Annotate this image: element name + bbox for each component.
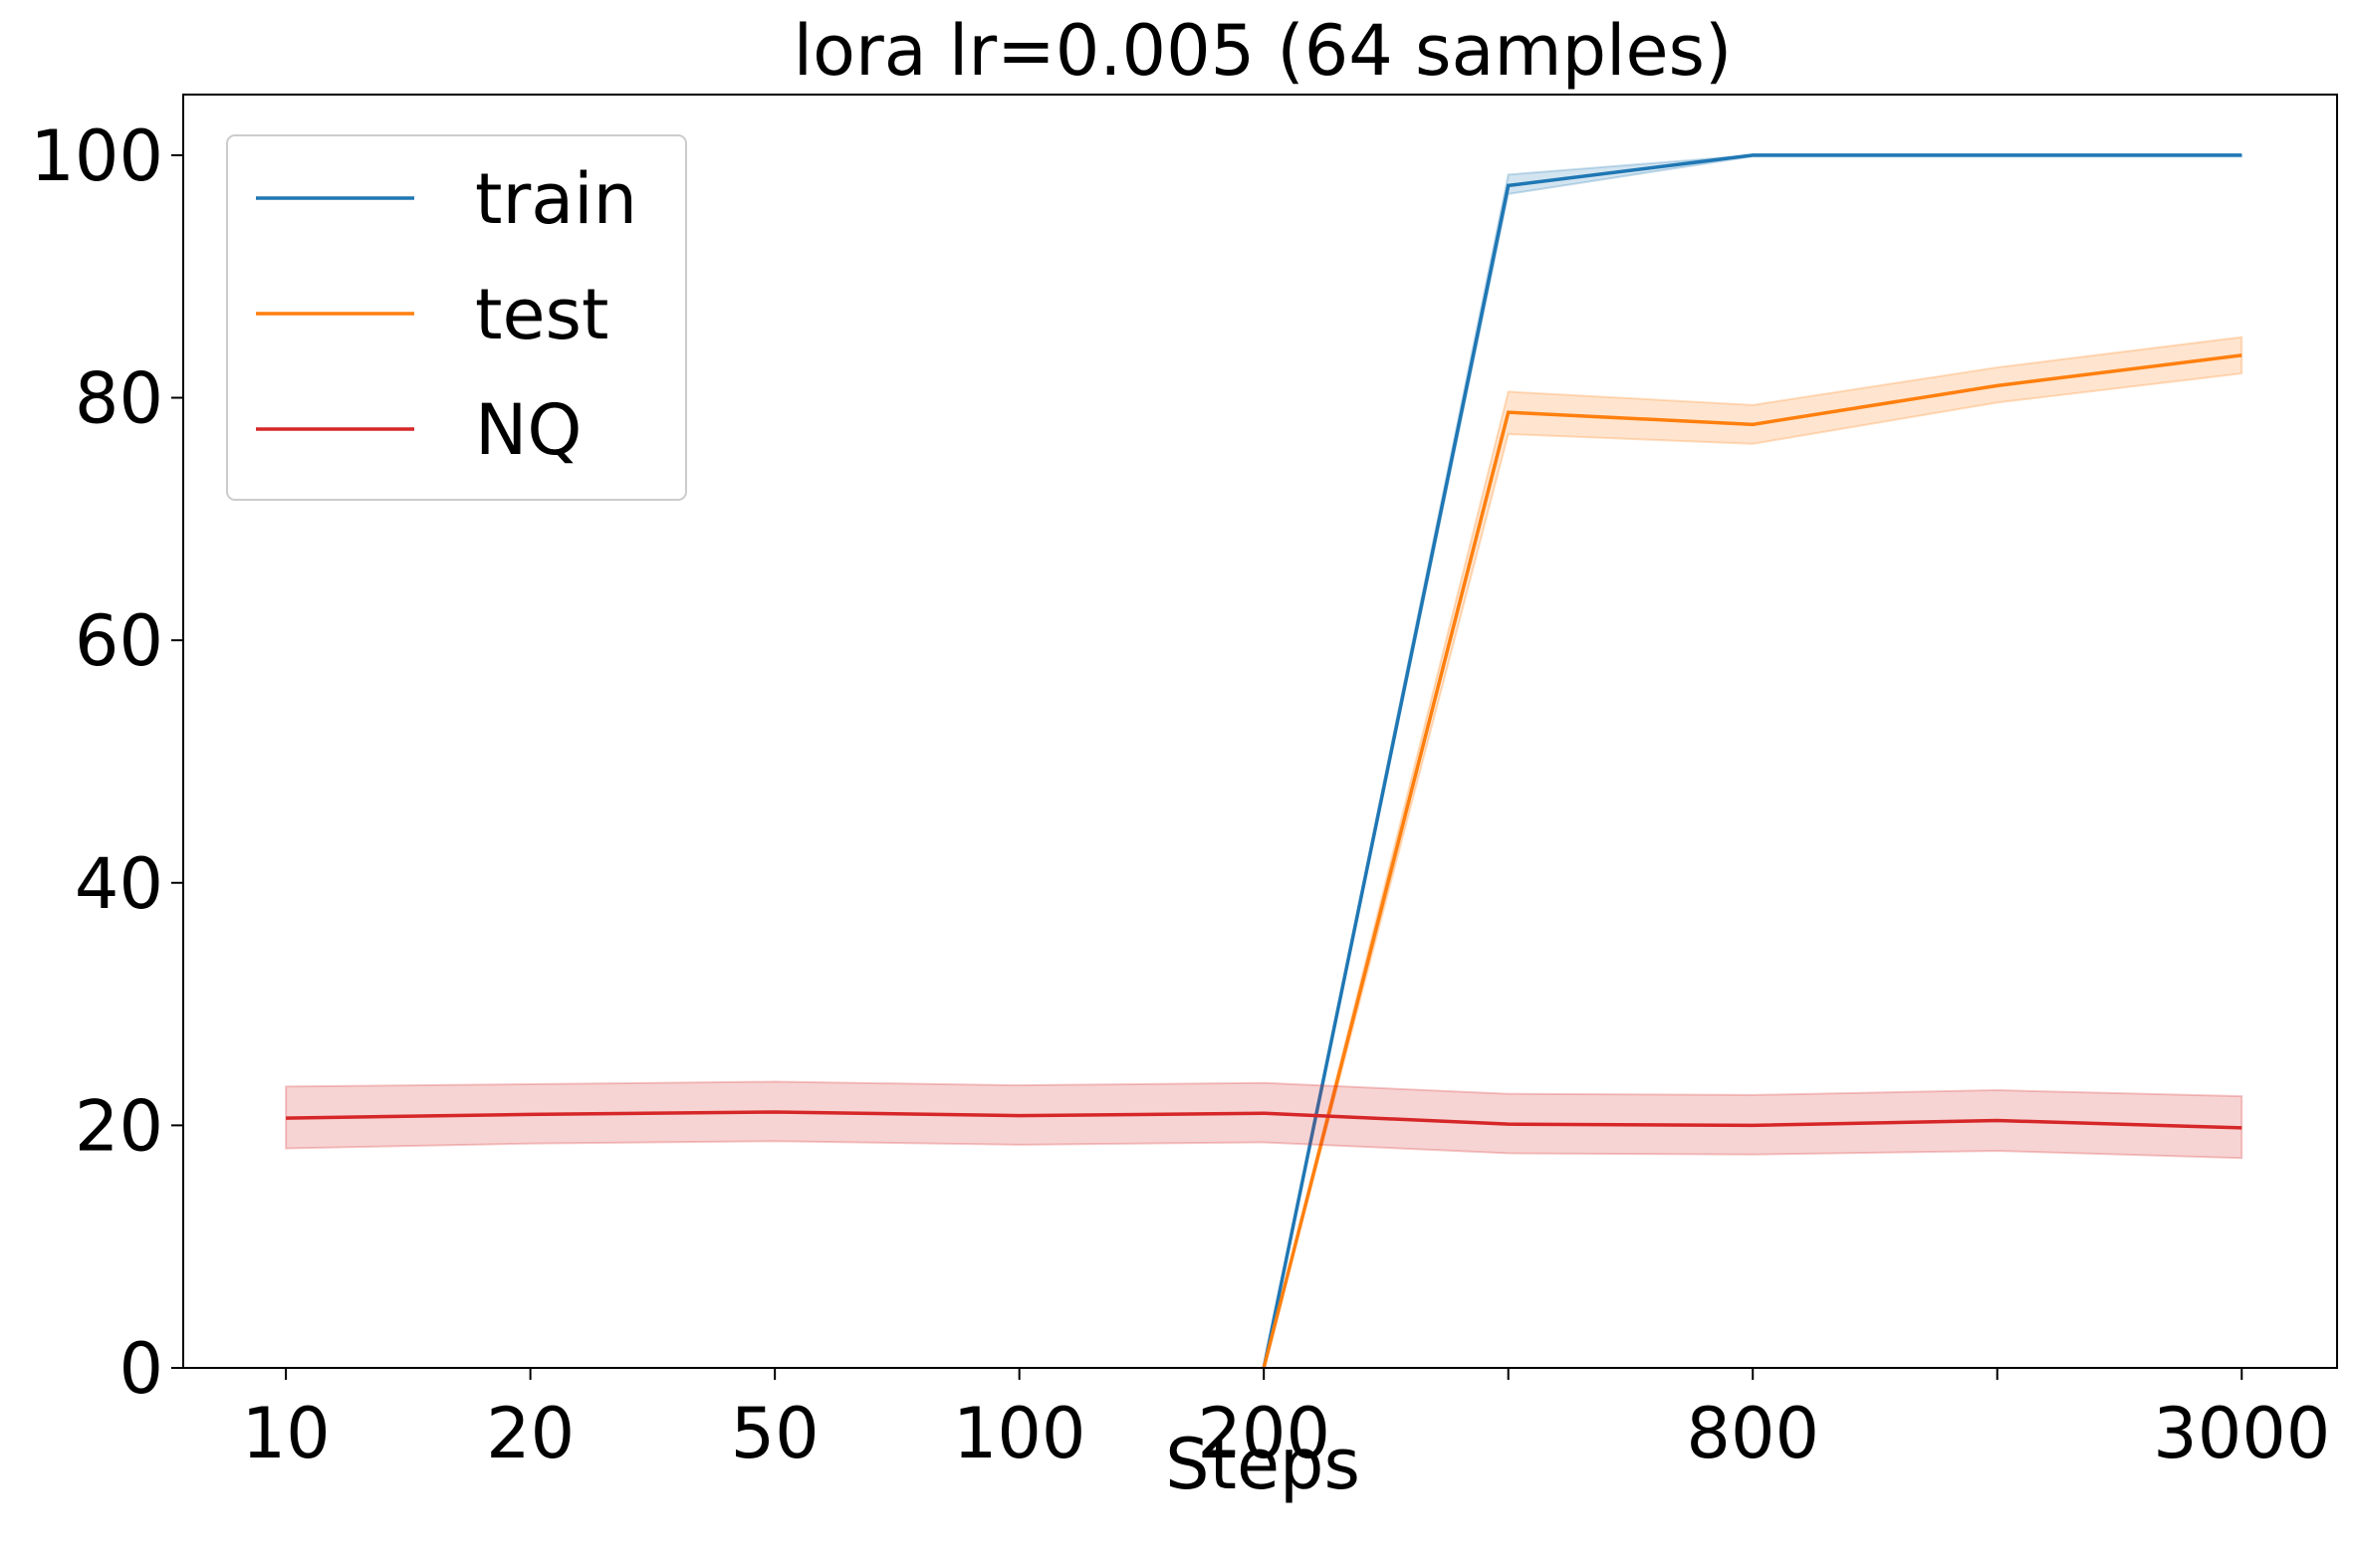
y-tick-label: 60 — [75, 600, 163, 682]
x-tick-label: 10 — [242, 1393, 331, 1474]
error-band — [285, 1080, 2243, 1160]
chart-title: lora lr=0.005 (64 samples) — [794, 10, 1733, 92]
y-tick-label: 0 — [118, 1328, 163, 1410]
y-tick-label: 20 — [75, 1085, 163, 1167]
series-line — [286, 1110, 2242, 1130]
legend-label: NQ — [475, 389, 582, 471]
series-line — [1262, 353, 2242, 1369]
x-tick-label: 800 — [1686, 1393, 1819, 1474]
x-tick-label: 20 — [486, 1393, 575, 1474]
plot-frame — [182, 94, 2338, 1369]
series-line — [1262, 153, 2242, 1369]
x-tick-label: 50 — [731, 1393, 820, 1474]
y-tick-label: 80 — [75, 358, 163, 440]
error-band — [1263, 153, 2243, 1369]
y-tick-label: 100 — [30, 115, 163, 197]
legend: train test NQ — [226, 134, 687, 501]
y-tick-label: 40 — [75, 843, 163, 925]
x-axis-label: Steps — [1165, 1424, 1360, 1505]
legend-label: train — [475, 158, 637, 240]
error-band — [1263, 336, 2243, 1369]
legend-label: test — [475, 274, 608, 355]
legend-box — [226, 134, 687, 501]
x-tick-label: 200 — [1197, 1393, 1330, 1474]
x-tick-label: 100 — [953, 1393, 1086, 1474]
x-tick-label: 3000 — [2153, 1393, 2330, 1474]
